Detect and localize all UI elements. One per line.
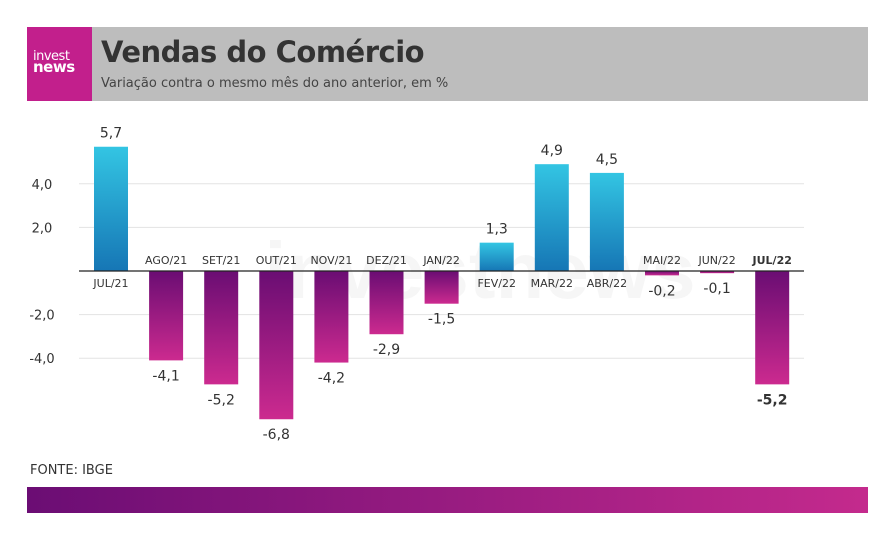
bar-jul-21 (94, 146, 128, 271)
x-tick-label: JUL/22 (752, 254, 792, 267)
bar-out-21 (259, 271, 294, 420)
data-label: -4,1 (152, 368, 179, 384)
x-tick-label: JAN/22 (422, 254, 460, 267)
bar-ago-21 (149, 271, 184, 361)
bar-jun-22 (700, 271, 735, 274)
x-tick-label: JUL/21 (92, 277, 128, 290)
bar-set-21 (204, 271, 239, 385)
data-label: -4,2 (318, 371, 345, 387)
logo-text-top: invest (33, 49, 70, 64)
bar-abr-22 (589, 172, 624, 271)
data-label: -2,9 (373, 342, 400, 358)
chart-title: Vendas do Comércio (101, 35, 425, 69)
labels: JUL/21 5,7 AGO/21 -4,1 SET/21 -5,2 OUT/21 -6,8 N… (79, 126, 804, 443)
y-tick-label: 2,0 (32, 221, 53, 236)
x-tick-label: JUN/22 (697, 254, 735, 267)
footer-gradient-bar (27, 487, 868, 513)
bar-jan-22 (424, 271, 459, 304)
bar-mai-22 (645, 271, 679, 276)
data-label: 4,9 (541, 143, 563, 159)
data-label: -5,2 (757, 392, 788, 408)
x-tick-label: FEV/22 (477, 277, 516, 290)
source-note: FONTE: IBGE (30, 463, 113, 478)
x-tick-label: OUT/21 (256, 254, 297, 267)
bar-mar-22 (534, 164, 569, 271)
x-tick-label: DEZ/21 (366, 254, 407, 267)
x-tick-label: AGO/21 (145, 254, 187, 267)
logo-text-bottom: news (33, 58, 75, 76)
y-tick-label: -2,0 (29, 309, 54, 324)
chart-header: invest news Vendas do Comércio Variação … (27, 27, 868, 101)
data-label: -6,8 (263, 427, 290, 443)
bar-fev-22 (479, 242, 514, 271)
investnews-logo: invest news (27, 27, 92, 101)
data-label: 1,3 (486, 222, 508, 238)
x-tick-label: MAI/22 (643, 254, 681, 267)
data-label: -0,1 (703, 281, 730, 297)
bar-dez-21 (369, 271, 404, 335)
y-tick-label: -4,0 (29, 352, 54, 367)
y-tick-label: 4,0 (32, 178, 53, 193)
x-tick-label: MAR/22 (531, 277, 573, 290)
bar-jul-22 (755, 271, 790, 385)
y-axis-ticks: 4,0 2,0 -2,0 -4,0 (29, 178, 54, 367)
data-label: -1,5 (428, 312, 455, 328)
bars (94, 146, 790, 420)
x-tick-label: ABR/22 (587, 277, 627, 290)
data-label: 4,5 (596, 152, 618, 168)
data-label: -5,2 (208, 392, 235, 408)
x-tick-label: SET/21 (202, 254, 240, 267)
x-tick-label: NOV/21 (310, 254, 352, 267)
chart-subtitle: Variação contra o mesmo mês do ano anter… (101, 76, 449, 91)
data-label: -0,2 (648, 283, 675, 299)
gridlines (79, 183, 804, 359)
bar-nov-21 (314, 271, 349, 363)
data-label: 5,7 (100, 126, 122, 142)
